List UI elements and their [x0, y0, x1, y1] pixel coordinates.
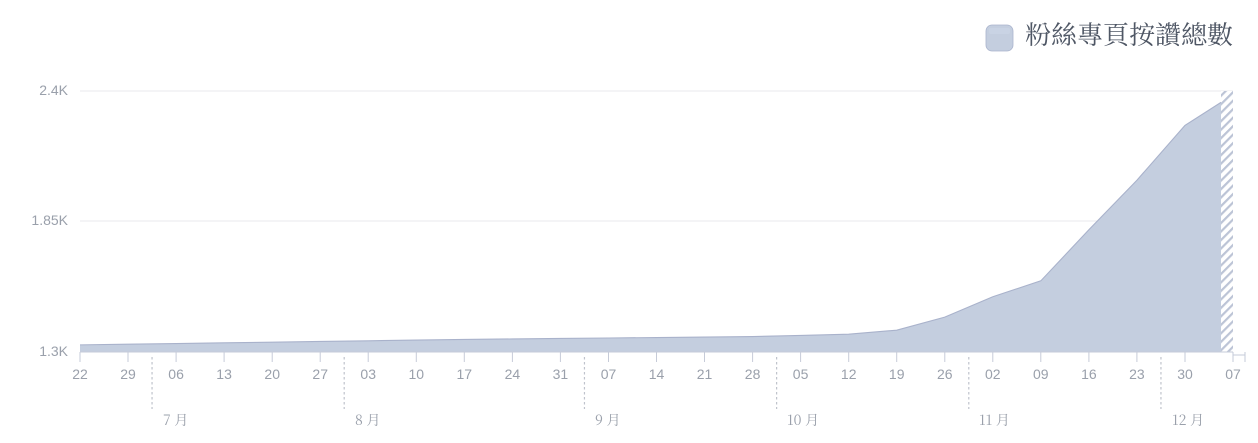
svg-text:1.3K: 1.3K — [39, 343, 68, 359]
svg-text:11 月: 11 月 — [979, 410, 1010, 430]
svg-text:23: 23 — [1129, 366, 1145, 382]
svg-text:12: 12 — [841, 366, 857, 382]
svg-text:26: 26 — [937, 366, 953, 382]
svg-text:12 月: 12 月 — [1172, 410, 1204, 430]
svg-text:07: 07 — [601, 366, 617, 382]
svg-text:30: 30 — [1177, 366, 1193, 382]
svg-text:24: 24 — [505, 366, 521, 382]
svg-text:21: 21 — [697, 366, 713, 382]
svg-text:14: 14 — [649, 366, 665, 382]
svg-text:06: 06 — [168, 366, 184, 382]
svg-text:20: 20 — [264, 366, 280, 382]
svg-text:13: 13 — [216, 366, 232, 382]
svg-text:9 月: 9 月 — [595, 410, 620, 430]
svg-text:09: 09 — [1033, 366, 1049, 382]
svg-text:10 月: 10 月 — [787, 410, 819, 430]
svg-text:02: 02 — [985, 366, 1001, 382]
svg-text:16: 16 — [1081, 366, 1097, 382]
svg-text:1.85K: 1.85K — [31, 212, 68, 228]
svg-text:27: 27 — [312, 366, 328, 382]
svg-text:29: 29 — [120, 366, 136, 382]
svg-text:17: 17 — [457, 366, 473, 382]
svg-text:8 月: 8 月 — [355, 410, 380, 430]
svg-text:2.4K: 2.4K — [39, 82, 68, 98]
svg-text:07: 07 — [1225, 366, 1241, 382]
svg-text:22: 22 — [72, 366, 88, 382]
svg-text:31: 31 — [553, 366, 569, 382]
svg-text:10: 10 — [409, 366, 425, 382]
svg-text:03: 03 — [360, 366, 376, 382]
svg-text:19: 19 — [889, 366, 905, 382]
svg-text:粉絲專頁按讚總數: 粉絲專頁按讚總數 — [1025, 15, 1233, 52]
svg-text:28: 28 — [745, 366, 761, 382]
svg-text:05: 05 — [793, 366, 809, 382]
svg-text:7 月: 7 月 — [163, 410, 188, 430]
